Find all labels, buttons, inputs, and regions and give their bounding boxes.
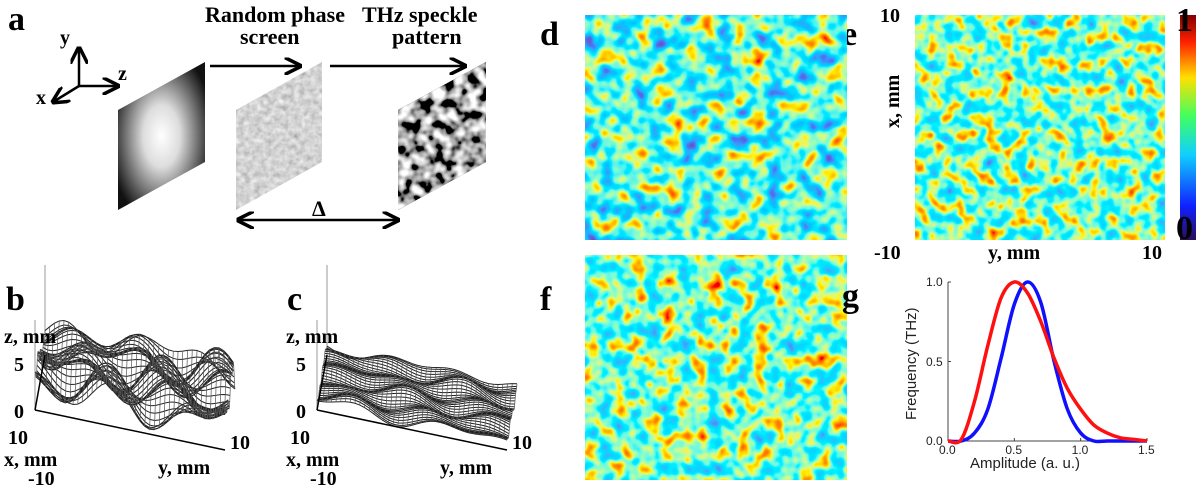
c-x-tick-10: 10 [290,427,310,449]
c-z-tick-5: 5 [296,354,306,376]
speckle-map-d [585,15,847,240]
b-x-tick-10: 10 [8,427,28,449]
b-y-axis-label: y, mm [158,457,211,479]
speckle-map-f [585,255,847,480]
e-x-tick-10: 10 [880,5,900,27]
colorbar-max-label: 1 [1176,2,1193,39]
x-tick-label: 1.5 [1138,443,1155,457]
panel-label-a: a [8,1,25,38]
colorbar-min-label: 0 [1176,210,1193,247]
axis-x-label: x [36,87,46,109]
panel-label-d: d [540,16,559,53]
e-y-axis-label: y, mm [988,242,1041,264]
y-tick-label: 0.5 [926,354,943,369]
panel-label-f: f [540,281,552,318]
speckle-map-e [915,15,1165,240]
e-x-tick-neg10: -10 [874,242,901,264]
axis-y-label: y [60,27,70,49]
speckle-label-line1: THz speckle [362,2,478,27]
c-z-tick-0: 0 [296,401,306,423]
b-z-tick-0: 0 [14,401,24,423]
series-blue-line [947,280,1147,444]
surface-mesh [34,265,236,451]
c-z-axis-label: z, mm [286,326,339,348]
x-tick-label: 1.0 [1071,443,1089,457]
chart-y-label: Frequency (THz) [903,307,920,420]
distance-label: Δ [312,196,326,221]
colorbar [1180,15,1196,240]
gaussian-beam-plane [118,62,205,210]
surface-mesh [316,265,518,451]
y-tick-label: 1.0 [926,275,943,289]
screen-label-line1: Random phase [205,2,345,27]
c-x-axis-label: x, mm [286,449,340,471]
b-y-tick-10: 10 [230,432,250,454]
screen-label-line2: screen [240,24,300,49]
c-y-axis-label: y, mm [440,457,493,479]
panel-label-b: b [6,281,25,318]
b-x-axis-label: x, mm [4,449,58,471]
x-tick-label: 0.5 [1005,443,1023,457]
x-tick-label: 0.0 [939,443,956,457]
b-z-tick-5: 5 [14,354,24,376]
panel-label-c: c [287,281,303,318]
coordinate-axes-icon [53,48,118,102]
c-y-tick-10: 10 [512,432,532,454]
panel-label-g: g [842,278,859,315]
chart-x-label: Amplitude (a. u.) [970,455,1081,472]
b-z-axis-label: z, mm [4,326,57,348]
b-x-tick-neg10: -10 [28,468,55,490]
y-tick-label: 0.0 [926,434,943,448]
speckle-label-line2: pattern [392,24,462,49]
axis-z-label: z [118,63,127,85]
series-red-line [947,280,1148,445]
c-x-tick-neg10: -10 [310,468,337,490]
e-y-tick-10: 10 [1142,242,1162,264]
